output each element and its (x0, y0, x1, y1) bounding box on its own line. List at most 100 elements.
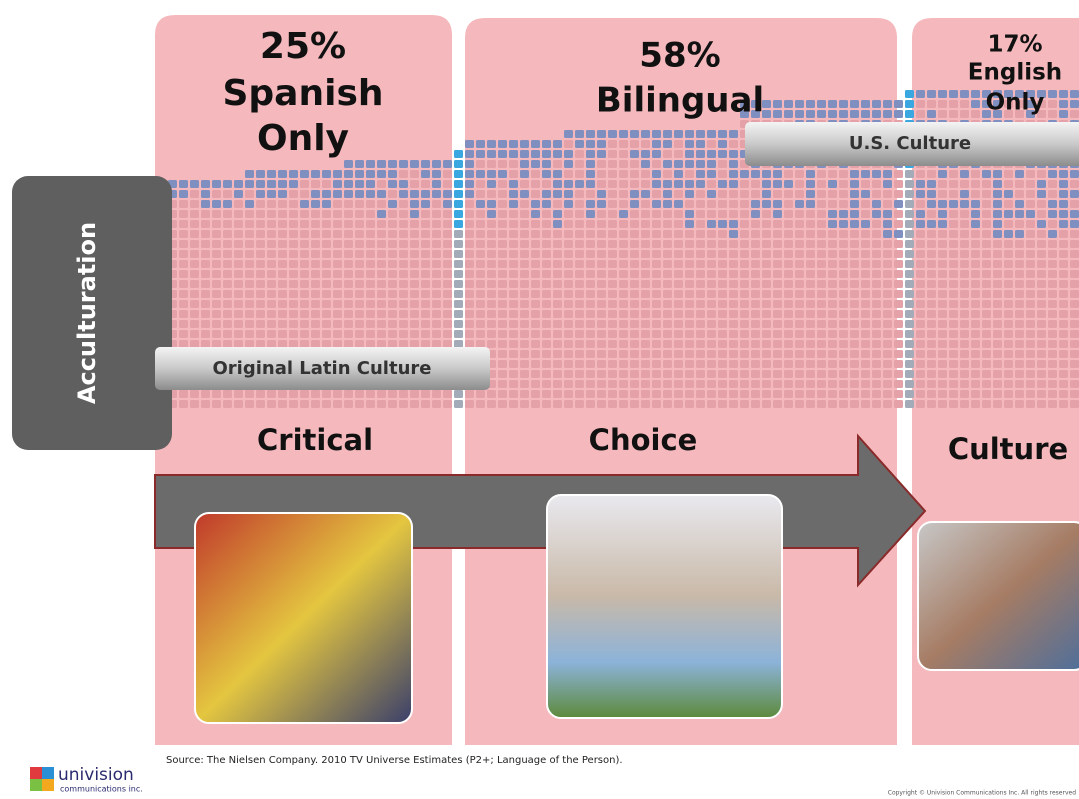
grid-square (498, 190, 507, 198)
grid-square (1026, 270, 1035, 278)
grid-square (828, 360, 837, 368)
grid-square (993, 110, 1002, 118)
grid-square (454, 200, 463, 208)
grid-square (762, 350, 771, 358)
grid-square (762, 110, 771, 118)
grid-square (707, 300, 716, 308)
grid-square (729, 220, 738, 228)
grid-square (762, 210, 771, 218)
grid-square (740, 360, 749, 368)
grid-square (377, 340, 386, 348)
grid-square (421, 310, 430, 318)
grid-square (465, 300, 474, 308)
grid-square (1048, 310, 1057, 318)
grid-square (817, 240, 826, 248)
grid-square (355, 160, 364, 168)
grid-square (630, 340, 639, 348)
grid-square (179, 210, 188, 218)
grid-square (520, 180, 529, 188)
grid-square (1004, 340, 1013, 348)
grid-square (190, 230, 199, 238)
grid-square (993, 260, 1002, 268)
grid-square (773, 270, 782, 278)
grid-square (1004, 210, 1013, 218)
grid-square (366, 160, 375, 168)
grid-square (652, 290, 661, 298)
grid-square (806, 370, 815, 378)
grid-square (553, 330, 562, 338)
grid-square (883, 290, 892, 298)
grid-square (1037, 320, 1046, 328)
grid-square (905, 170, 914, 178)
grid-square (1026, 400, 1035, 408)
grid-square (586, 340, 595, 348)
grid-square (300, 270, 309, 278)
grid-square (608, 150, 617, 158)
grid-square (839, 170, 848, 178)
grid-square (938, 270, 947, 278)
grid-square (839, 260, 848, 268)
grid-square (982, 250, 991, 258)
grid-square (575, 340, 584, 348)
grid-square (223, 310, 232, 318)
grid-square (586, 240, 595, 248)
grid-square (1059, 380, 1068, 388)
grid-square (938, 370, 947, 378)
grid-square (388, 270, 397, 278)
grid-square (795, 110, 804, 118)
grid-square (564, 210, 573, 218)
grid-square (927, 370, 936, 378)
grid-square (806, 390, 815, 398)
grid-square (773, 250, 782, 258)
grid-square (179, 260, 188, 268)
grid-square (190, 340, 199, 348)
grid-square (212, 250, 221, 258)
grid-square (960, 350, 969, 358)
grid-square (916, 220, 925, 228)
grid-square (1026, 390, 1035, 398)
grid-square (718, 180, 727, 188)
grid-square (993, 350, 1002, 358)
grid-square (509, 350, 518, 358)
grid-square (333, 220, 342, 228)
grid-square (355, 310, 364, 318)
grid-square (740, 300, 749, 308)
grid-square (1048, 370, 1057, 378)
grid-square (377, 190, 386, 198)
grid-square (388, 290, 397, 298)
grid-square (916, 260, 925, 268)
grid-square (905, 110, 914, 118)
grid-square (674, 250, 683, 258)
grid-square (443, 240, 452, 248)
grid-square (1070, 290, 1079, 298)
grid-square (509, 320, 518, 328)
grid-square (751, 170, 760, 178)
grid-square (729, 360, 738, 368)
grid-square (355, 300, 364, 308)
grid-square (597, 200, 606, 208)
grid-square (564, 340, 573, 348)
grid-square (267, 280, 276, 288)
grid-square (630, 220, 639, 228)
grid-square (1004, 380, 1013, 388)
grid-square (256, 260, 265, 268)
grid-square (289, 330, 298, 338)
grid-square (960, 260, 969, 268)
grid-square (245, 330, 254, 338)
grid-square (366, 270, 375, 278)
grid-square (685, 320, 694, 328)
grid-square (377, 240, 386, 248)
grid-square (696, 240, 705, 248)
grid-square (784, 320, 793, 328)
grid-square (674, 390, 683, 398)
grid-square (773, 280, 782, 288)
grid-square (1048, 380, 1057, 388)
grid-square (1037, 170, 1046, 178)
grid-square (729, 350, 738, 358)
grid-square (861, 300, 870, 308)
grid-square (399, 160, 408, 168)
grid-square (795, 170, 804, 178)
grid-square (916, 250, 925, 258)
grid-square (597, 220, 606, 228)
grid-square (520, 240, 529, 248)
